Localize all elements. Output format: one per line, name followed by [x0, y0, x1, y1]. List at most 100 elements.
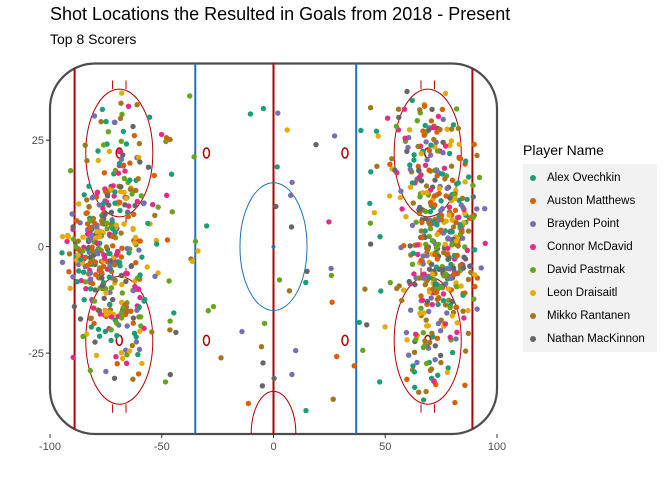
goal-point — [447, 305, 453, 311]
goal-point — [395, 106, 402, 112]
goal-point — [456, 141, 462, 147]
goal-point — [128, 308, 134, 314]
goal-point — [113, 222, 120, 228]
goal-point — [119, 111, 125, 118]
goal-point — [288, 224, 295, 230]
goal-point — [426, 308, 432, 315]
goal-point — [397, 194, 404, 201]
goal-point — [432, 202, 438, 208]
goal-point — [158, 131, 165, 138]
goal-point — [134, 102, 140, 108]
goal-point — [465, 330, 471, 337]
goal-point — [463, 158, 469, 164]
goal-point — [102, 255, 108, 262]
goal-point — [112, 119, 118, 126]
goal-point — [432, 357, 438, 363]
goal-point — [423, 208, 429, 215]
goal-point — [425, 323, 431, 329]
goal-point — [87, 225, 93, 231]
goal-point — [401, 243, 407, 249]
goal-point — [137, 238, 143, 244]
goal-point — [293, 347, 299, 354]
goal-point — [407, 243, 413, 249]
goal-point — [402, 135, 408, 141]
goal-point — [122, 168, 128, 174]
goal-point — [417, 194, 423, 200]
neutral-faceoff-dot — [202, 334, 211, 347]
goal-point — [137, 272, 143, 278]
goal-point — [418, 305, 424, 311]
goal-point — [104, 226, 110, 232]
goal-point — [131, 132, 138, 139]
goal-point — [134, 307, 140, 313]
goal-point — [135, 371, 142, 377]
goal-point — [98, 119, 104, 125]
y-tick-label: 25 — [32, 135, 44, 147]
goal-point — [83, 286, 89, 292]
goal-point — [137, 294, 143, 301]
goal-point — [364, 322, 370, 328]
goal-point — [107, 289, 113, 296]
goal-point — [412, 281, 418, 288]
goal-point — [443, 271, 449, 277]
goal-point — [89, 248, 96, 254]
center-circle — [239, 182, 308, 312]
goal-point — [88, 315, 94, 321]
goal-point — [382, 324, 388, 330]
goal-point — [412, 384, 418, 390]
goal-point — [445, 286, 452, 292]
x-tick-label: -100 — [39, 441, 61, 453]
goal-point — [414, 242, 421, 248]
goal-point — [139, 254, 145, 260]
goal-point — [108, 337, 114, 344]
goal-point — [423, 183, 430, 189]
goal-point — [112, 262, 118, 268]
goal-point — [445, 365, 451, 371]
x-tick-label: -50 — [154, 441, 170, 453]
goal-point — [102, 328, 109, 335]
goal-point — [121, 175, 128, 182]
goal-point — [131, 211, 137, 217]
goal-point — [102, 211, 108, 217]
goal-point — [401, 106, 408, 112]
goal-point — [438, 207, 444, 214]
goal-point — [441, 165, 448, 171]
goal-point — [107, 258, 113, 264]
goal-point — [247, 111, 254, 117]
goal-point — [108, 209, 115, 215]
legend-label: Brayden Point — [547, 217, 620, 230]
goal-point — [367, 220, 374, 226]
goal-point — [130, 376, 136, 382]
goal-point — [152, 212, 158, 219]
goal-point — [288, 192, 294, 199]
goal-point — [94, 229, 100, 235]
goal-point — [110, 296, 116, 303]
goal-point — [169, 209, 175, 215]
axes: -100 -50 0 50 100 25 0 -25 — [28, 135, 506, 453]
goal-point — [435, 372, 441, 378]
goal-point — [427, 199, 434, 206]
goal-point — [464, 247, 471, 254]
goal-point — [118, 350, 125, 356]
goal-point — [195, 248, 201, 254]
goal-point — [118, 310, 125, 316]
goal-point — [431, 193, 437, 199]
goal-point — [100, 205, 106, 211]
goal-point — [137, 159, 143, 165]
goal-point — [124, 323, 130, 329]
goal-point — [436, 190, 442, 197]
goal-point — [118, 254, 125, 260]
goal-point — [428, 118, 435, 124]
goal-point — [289, 179, 295, 186]
goal-point — [126, 203, 132, 209]
goal-point — [351, 363, 357, 369]
legend-label: Alex Ovechkin — [547, 171, 621, 184]
goal-point — [132, 240, 138, 246]
goal-point — [420, 344, 427, 351]
goal-point — [413, 219, 419, 225]
goal-point — [99, 275, 105, 281]
goal-point — [462, 290, 468, 296]
goal-point — [135, 351, 141, 358]
goal-point — [455, 243, 461, 249]
